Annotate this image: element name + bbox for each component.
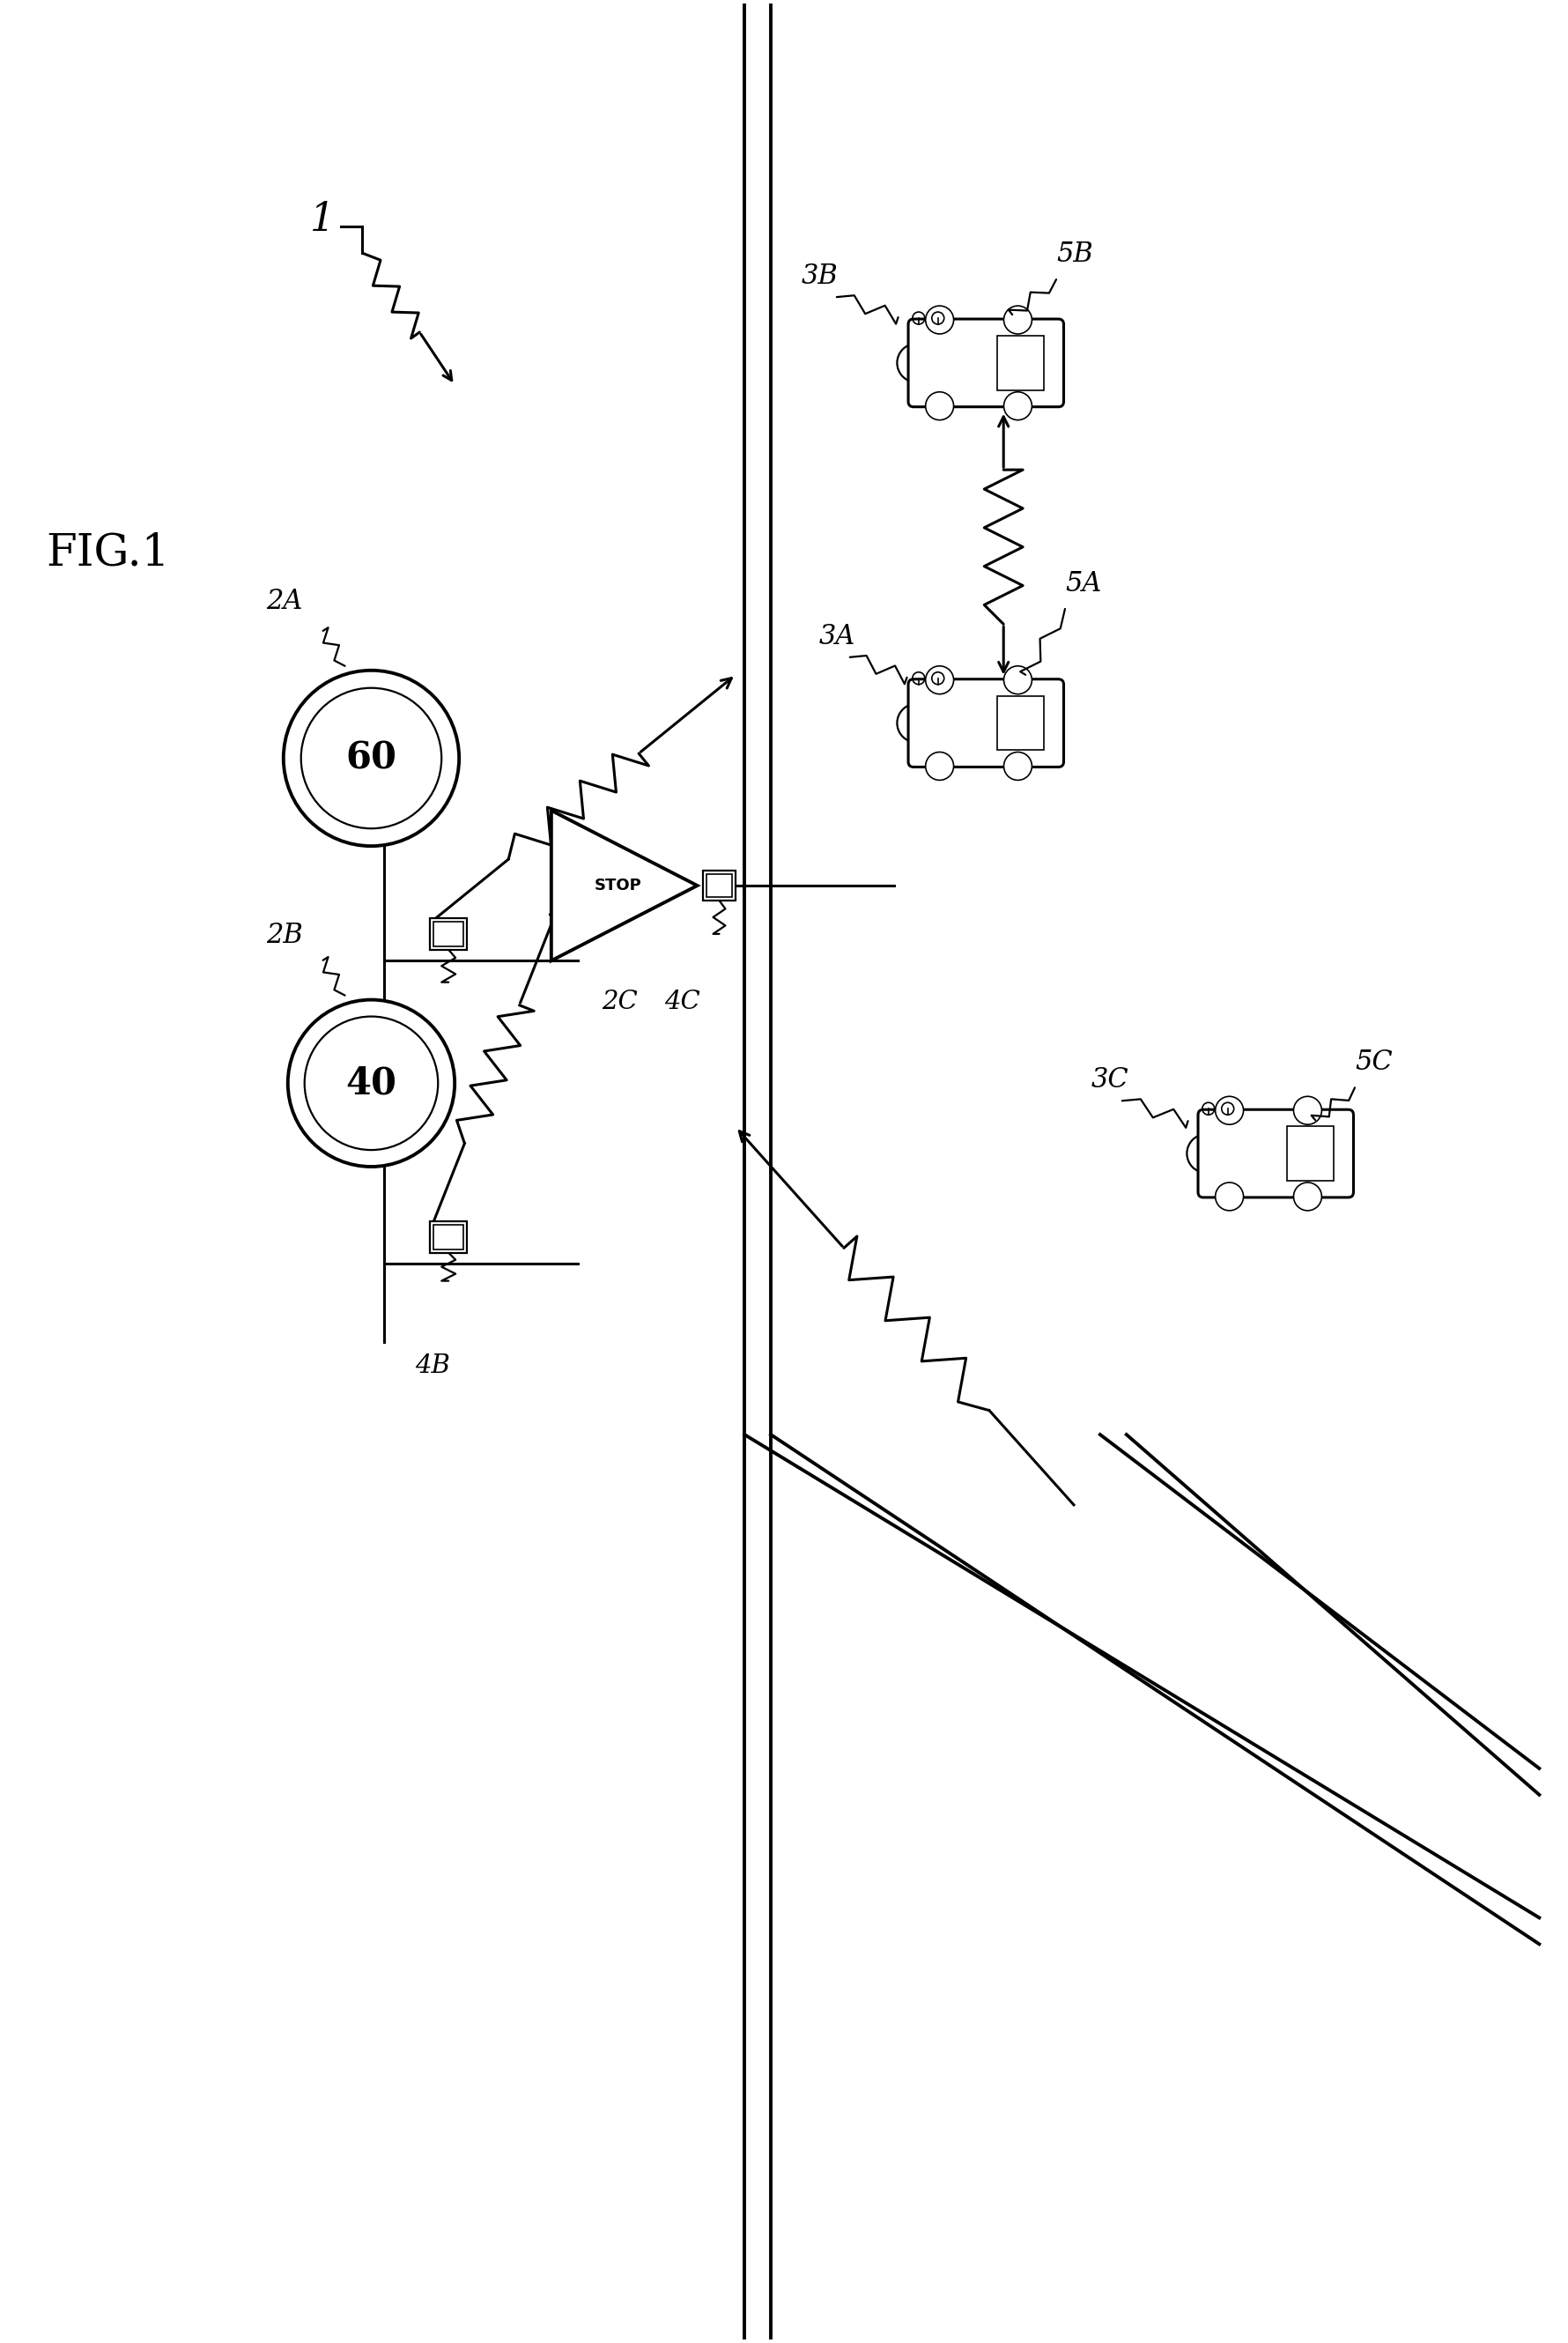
Text: 5C: 5C — [1355, 1050, 1392, 1075]
Circle shape — [1004, 752, 1032, 780]
Circle shape — [1004, 665, 1032, 694]
Text: 4B: 4B — [416, 1354, 450, 1378]
Text: 3B: 3B — [801, 262, 839, 291]
Text: 4A: 4A — [416, 1050, 450, 1075]
Circle shape — [897, 344, 936, 382]
Circle shape — [925, 665, 953, 694]
Circle shape — [925, 752, 953, 780]
Bar — [434, 1225, 464, 1249]
FancyBboxPatch shape — [908, 319, 1063, 408]
Text: 3A: 3A — [818, 623, 856, 651]
Circle shape — [289, 1000, 455, 1167]
Circle shape — [1294, 1097, 1322, 1125]
Text: 2C: 2C — [602, 989, 637, 1015]
Text: STOP: STOP — [594, 879, 641, 893]
Text: 4C: 4C — [663, 989, 699, 1015]
Circle shape — [925, 307, 953, 335]
Text: 3C: 3C — [1091, 1066, 1129, 1094]
Text: FIG.1: FIG.1 — [47, 532, 169, 574]
Text: 60: 60 — [345, 740, 397, 778]
Bar — [997, 335, 1044, 389]
Circle shape — [1215, 1097, 1243, 1125]
Bar — [706, 874, 732, 897]
Circle shape — [1187, 1134, 1226, 1174]
Bar — [997, 696, 1044, 750]
Text: 1: 1 — [310, 201, 336, 239]
Text: 2A: 2A — [267, 588, 303, 616]
Bar — [430, 1221, 467, 1254]
Text: 40: 40 — [345, 1064, 397, 1101]
Circle shape — [1215, 1183, 1243, 1211]
Bar — [430, 918, 467, 949]
Bar — [1287, 1127, 1334, 1181]
Text: 2B: 2B — [267, 921, 303, 949]
Circle shape — [1294, 1183, 1322, 1211]
Circle shape — [284, 670, 459, 846]
Circle shape — [1004, 391, 1032, 419]
FancyBboxPatch shape — [908, 679, 1063, 766]
FancyBboxPatch shape — [1198, 1111, 1353, 1197]
Circle shape — [1004, 307, 1032, 335]
Circle shape — [925, 391, 953, 419]
Polygon shape — [552, 811, 698, 961]
Bar — [434, 921, 464, 947]
Text: 5B: 5B — [1057, 241, 1093, 267]
Bar — [702, 872, 735, 900]
Text: 5A: 5A — [1065, 569, 1101, 597]
Circle shape — [897, 703, 936, 743]
